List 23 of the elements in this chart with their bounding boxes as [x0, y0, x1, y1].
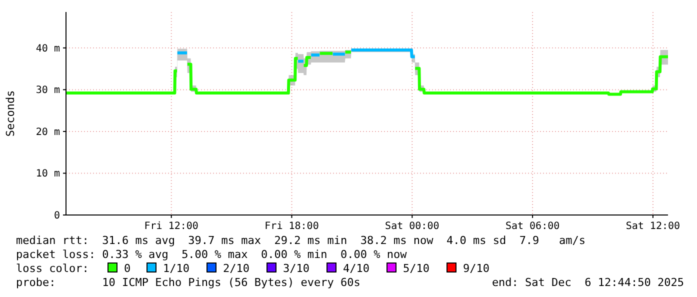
legend-label: 9/10 — [463, 262, 490, 275]
text: end: Sat Dec 6 12:44:50 2025 — [492, 276, 684, 289]
y-axis-title: Seconds — [4, 90, 17, 137]
x-tick-label: Fri 12:00 — [144, 221, 198, 232]
x-tick-label: Sat 00:00 — [385, 221, 440, 232]
legend-label: 3/10 — [283, 262, 310, 275]
y-tick-label: 0 — [54, 210, 60, 222]
x-tick-label: Fri 18:00 — [264, 221, 319, 232]
text: probe: 10 ICMP Echo Pings (56 Bytes) every 60s — [16, 276, 360, 289]
legend-label: 2/10 — [223, 262, 250, 275]
legend-label: 0 — [124, 262, 131, 275]
text: packet loss: 0.33 % avg 5.00 % max 0.00 % min 0.00 % now — [16, 248, 408, 261]
text: median rtt: 31.6 ms avg 39.7 ms max 29.2 ms min 38.2 ms now 4.0 ms sd 7.9 am/s — [16, 234, 586, 247]
y-tick-label: 10 m — [36, 168, 60, 180]
x-tick-label: Sat 06:00 — [505, 221, 560, 232]
legend-label: 4/10 — [343, 262, 370, 275]
x-tick-label: Sat 12:00 — [626, 221, 680, 232]
y-tick-label: 40 m — [36, 43, 60, 54]
legend-title: loss color: — [16, 262, 89, 275]
legend-label: 1/10 — [163, 262, 190, 275]
legend-label: 5/10 — [403, 262, 430, 275]
y-tick-label: 30 m — [36, 85, 60, 96]
y-tick-label: 20 m — [36, 126, 60, 138]
